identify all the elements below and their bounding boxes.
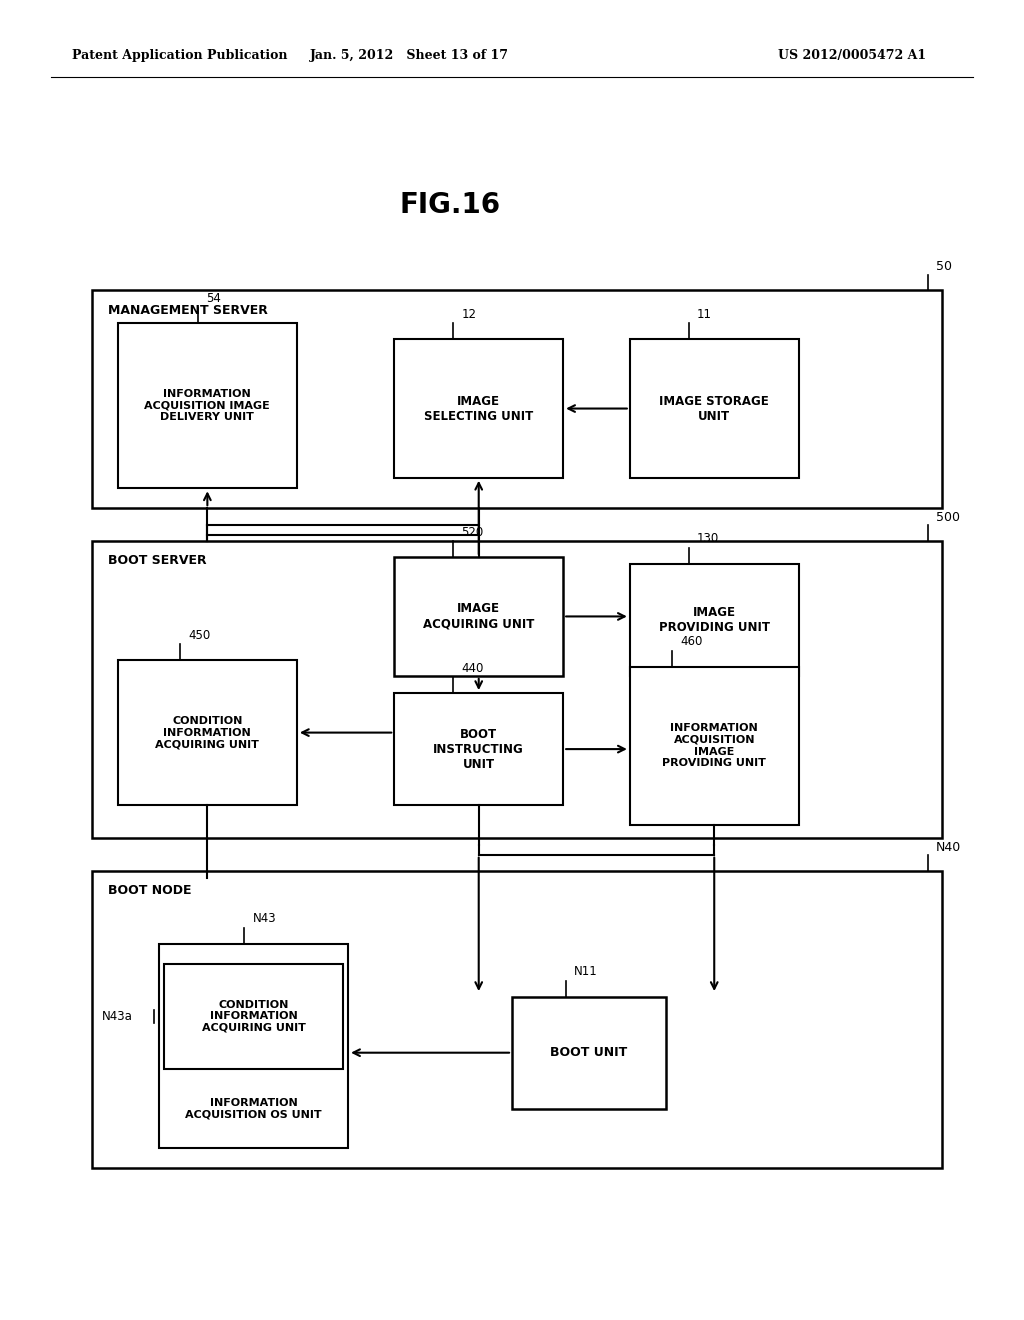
Text: 54: 54 <box>207 292 221 305</box>
Text: BOOT NODE: BOOT NODE <box>108 884 191 898</box>
Text: BOOT UNIT: BOOT UNIT <box>550 1047 628 1059</box>
Text: CONDITION
INFORMATION
ACQUIRING UNIT: CONDITION INFORMATION ACQUIRING UNIT <box>156 715 259 750</box>
Text: MANAGEMENT SERVER: MANAGEMENT SERVER <box>108 304 267 317</box>
Text: N43: N43 <box>253 912 276 925</box>
Bar <box>630 339 799 478</box>
Text: N11: N11 <box>573 965 598 978</box>
Text: 50: 50 <box>936 260 952 273</box>
Text: 11: 11 <box>697 308 712 321</box>
Bar <box>394 339 563 478</box>
Bar <box>92 871 942 1168</box>
Bar <box>164 964 343 1069</box>
Bar <box>512 997 666 1109</box>
Text: Jan. 5, 2012   Sheet 13 of 17: Jan. 5, 2012 Sheet 13 of 17 <box>310 49 509 62</box>
Text: 520: 520 <box>462 525 483 539</box>
Bar <box>630 667 799 825</box>
Bar <box>394 693 563 805</box>
Text: INFORMATION
ACQUISITION
IMAGE
PROVIDING UNIT: INFORMATION ACQUISITION IMAGE PROVIDING … <box>663 723 766 768</box>
Bar <box>118 323 297 488</box>
Text: BOOT SERVER: BOOT SERVER <box>108 554 206 568</box>
Text: IMAGE
ACQUIRING UNIT: IMAGE ACQUIRING UNIT <box>423 602 535 631</box>
Bar <box>92 290 942 508</box>
Text: INFORMATION
ACQUISITION IMAGE
DELIVERY UNIT: INFORMATION ACQUISITION IMAGE DELIVERY U… <box>144 389 270 422</box>
Text: N43a: N43a <box>102 1010 133 1023</box>
Bar <box>630 564 799 676</box>
Text: FIG.16: FIG.16 <box>400 190 501 219</box>
Text: N40: N40 <box>936 841 962 854</box>
Bar <box>92 541 942 838</box>
Text: IMAGE STORAGE
UNIT: IMAGE STORAGE UNIT <box>659 395 769 422</box>
Text: CONDITION
INFORMATION
ACQUIRING UNIT: CONDITION INFORMATION ACQUIRING UNIT <box>202 999 305 1034</box>
Text: 460: 460 <box>680 635 702 648</box>
Bar <box>118 660 297 805</box>
Text: 130: 130 <box>697 532 719 545</box>
Text: 450: 450 <box>188 628 211 642</box>
Text: Patent Application Publication: Patent Application Publication <box>72 49 287 62</box>
Text: 440: 440 <box>462 661 484 675</box>
Text: IMAGE
PROVIDING UNIT: IMAGE PROVIDING UNIT <box>658 606 770 634</box>
Text: 500: 500 <box>936 511 959 524</box>
Text: IMAGE
SELECTING UNIT: IMAGE SELECTING UNIT <box>424 395 534 422</box>
Text: INFORMATION
ACQUISITION OS UNIT: INFORMATION ACQUISITION OS UNIT <box>185 1098 322 1119</box>
Text: 12: 12 <box>462 308 476 321</box>
Bar <box>159 944 348 1148</box>
Bar <box>394 557 563 676</box>
Text: BOOT
INSTRUCTING
UNIT: BOOT INSTRUCTING UNIT <box>433 727 524 771</box>
Text: US 2012/0005472 A1: US 2012/0005472 A1 <box>778 49 927 62</box>
